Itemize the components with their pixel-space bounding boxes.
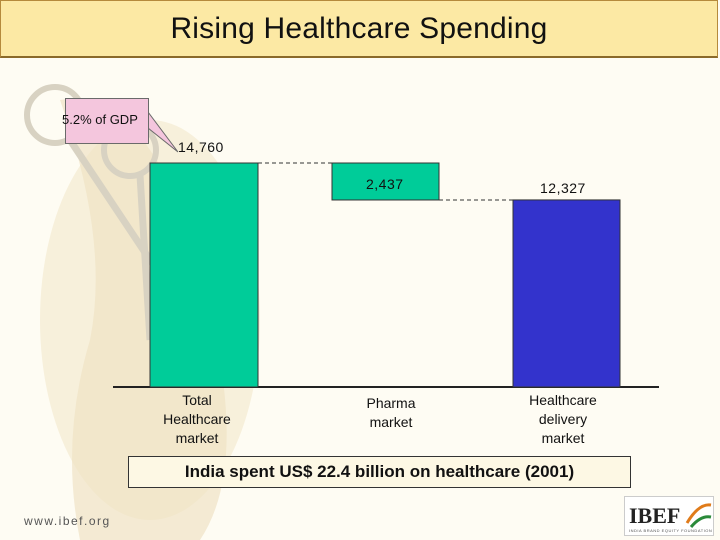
- page-title: Rising Healthcare Spending: [170, 11, 548, 45]
- category-label-delivery: Healthcare delivery market: [529, 392, 597, 446]
- bar-healthcare-delivery: [512, 199, 621, 388]
- logo-text: IBEF: [629, 503, 681, 528]
- gdp-callout-text: 5.2% of GDP: [62, 112, 138, 127]
- logo-tagline: INDIA BRAND EQUITY FOUNDATION: [629, 528, 713, 533]
- website-url[interactable]: www.ibef.org: [24, 514, 111, 528]
- ibef-logo: IBEF INDIA BRAND EQUITY FOUNDATION: [624, 496, 714, 536]
- summary-text: India spent US$ 22.4 billion on healthca…: [184, 462, 575, 481]
- gdp-callout: [65, 98, 149, 144]
- title-bar: Rising Healthcare Spending: [0, 0, 718, 58]
- value-label-total: 14,760: [178, 139, 224, 155]
- category-label-pharma: Pharma market: [366, 395, 416, 430]
- category-label-total: Total Healthcare market: [163, 392, 231, 446]
- value-label-pharma: 2,437: [366, 176, 404, 192]
- logo-swoosh-icon: [685, 503, 712, 528]
- bar-total-healthcare: [149, 162, 259, 388]
- summary-box: India spent US$ 22.4 billion on healthca…: [128, 456, 631, 488]
- value-label-delivery: 12,327: [540, 180, 586, 196]
- bar-pharma: [331, 162, 440, 201]
